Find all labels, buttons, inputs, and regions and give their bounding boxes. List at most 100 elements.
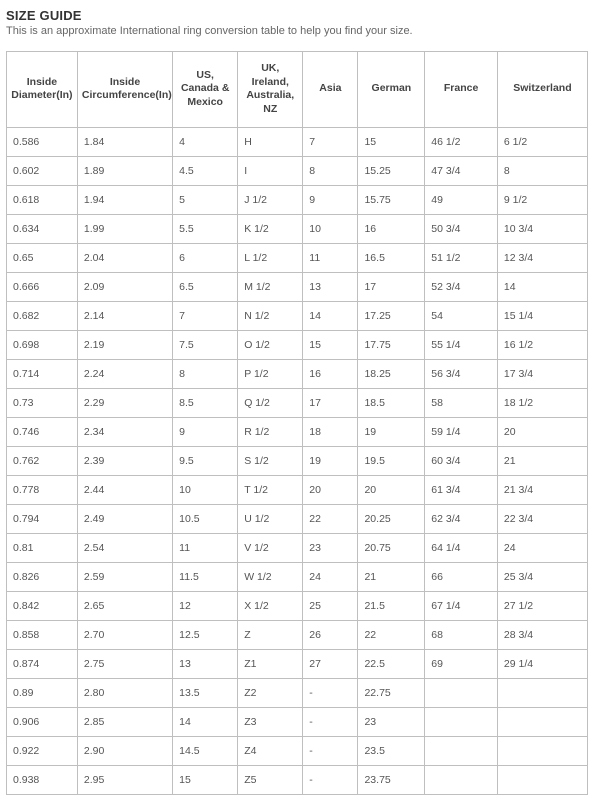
table-cell: 7	[173, 301, 238, 330]
table-cell: 9 1/2	[497, 185, 587, 214]
table-cell: 0.81	[7, 533, 78, 562]
table-cell: 64 1/4	[425, 533, 498, 562]
table-cell: Z1	[238, 649, 303, 678]
table-cell: 0.858	[7, 620, 78, 649]
table-cell: 4.5	[173, 156, 238, 185]
table-cell: 18.5	[358, 388, 425, 417]
table-cell: 24	[497, 533, 587, 562]
table-cell: 7.5	[173, 330, 238, 359]
table-cell: 51 1/2	[425, 243, 498, 272]
table-cell: W 1/2	[238, 562, 303, 591]
table-cell: 15.25	[358, 156, 425, 185]
table-cell: 2.34	[77, 417, 172, 446]
table-cell: T 1/2	[238, 475, 303, 504]
table-row: 0.6662.096.5M 1/2131752 3/414	[7, 272, 588, 301]
table-cell: U 1/2	[238, 504, 303, 533]
table-cell: -	[303, 707, 358, 736]
table-row: 0.8262.5911.5W 1/224216625 3/4	[7, 562, 588, 591]
table-cell: 0.746	[7, 417, 78, 446]
table-cell: 15	[173, 765, 238, 794]
table-cell: 19	[303, 446, 358, 475]
table-cell: 25	[303, 591, 358, 620]
table-cell: Z	[238, 620, 303, 649]
table-cell: 12 3/4	[497, 243, 587, 272]
table-cell: 18 1/2	[497, 388, 587, 417]
table-cell: 17.25	[358, 301, 425, 330]
table-cell: 23.5	[358, 736, 425, 765]
table-cell: 0.826	[7, 562, 78, 591]
table-cell: 21	[497, 446, 587, 475]
table-cell: 27 1/2	[497, 591, 587, 620]
table-cell: 15	[358, 127, 425, 156]
col-header: German	[358, 52, 425, 128]
table-cell: 16	[358, 214, 425, 243]
table-cell: 17.75	[358, 330, 425, 359]
table-cell: 2.14	[77, 301, 172, 330]
table-cell: 0.938	[7, 765, 78, 794]
table-cell: 1.84	[77, 127, 172, 156]
table-cell: 26	[303, 620, 358, 649]
table-cell: Z5	[238, 765, 303, 794]
table-cell: V 1/2	[238, 533, 303, 562]
table-cell: 1.89	[77, 156, 172, 185]
table-cell: 24	[303, 562, 358, 591]
table-cell: 0.922	[7, 736, 78, 765]
table-cell: 69	[425, 649, 498, 678]
table-cell: Z3	[238, 707, 303, 736]
table-cell: 23.75	[358, 765, 425, 794]
table-cell: 21.5	[358, 591, 425, 620]
table-cell: 4	[173, 127, 238, 156]
table-cell: -	[303, 736, 358, 765]
table-cell: 0.906	[7, 707, 78, 736]
table-cell: 59 1/4	[425, 417, 498, 446]
table-cell: 67 1/4	[425, 591, 498, 620]
table-cell: 1.99	[77, 214, 172, 243]
table-cell: R 1/2	[238, 417, 303, 446]
table-cell: 46 1/2	[425, 127, 498, 156]
table-cell: 2.90	[77, 736, 172, 765]
table-cell: 2.24	[77, 359, 172, 388]
table-cell: 0.714	[7, 359, 78, 388]
table-cell: 54	[425, 301, 498, 330]
table-cell: 8	[303, 156, 358, 185]
table-cell: 0.586	[7, 127, 78, 156]
table-cell: 29 1/4	[497, 649, 587, 678]
table-cell: 66	[425, 562, 498, 591]
table-row: 0.6341.995.5K 1/2101650 3/410 3/4	[7, 214, 588, 243]
table-cell: 8	[173, 359, 238, 388]
table-row: 0.8422.6512X 1/22521.567 1/427 1/2	[7, 591, 588, 620]
col-header: Inside Circumference(In)	[77, 52, 172, 128]
table-row: 0.7462.349R 1/2181959 1/420	[7, 417, 588, 446]
table-cell: I	[238, 156, 303, 185]
table-row: 0.6021.894.5I815.2547 3/48	[7, 156, 588, 185]
size-guide-table: Inside Diameter(In) Inside Circumference…	[6, 51, 588, 795]
table-body: 0.5861.844H71546 1/26 1/20.6021.894.5I81…	[7, 127, 588, 794]
table-cell: 12.5	[173, 620, 238, 649]
table-row: 0.5861.844H71546 1/26 1/2	[7, 127, 588, 156]
table-cell: 16.5	[358, 243, 425, 272]
table-cell	[425, 765, 498, 794]
table-cell: 14	[497, 272, 587, 301]
table-row: 0.812.5411V 1/22320.7564 1/424	[7, 533, 588, 562]
table-cell: 22	[303, 504, 358, 533]
table-cell: 21 3/4	[497, 475, 587, 504]
table-cell: 1.94	[77, 185, 172, 214]
table-cell: 9.5	[173, 446, 238, 475]
table-row: 0.7142.248P 1/21618.2556 3/417 3/4	[7, 359, 588, 388]
table-cell: 9	[303, 185, 358, 214]
table-cell: 15	[303, 330, 358, 359]
table-cell: Z2	[238, 678, 303, 707]
table-row: 0.9062.8514Z3-23	[7, 707, 588, 736]
table-cell: X 1/2	[238, 591, 303, 620]
table-cell: 18	[303, 417, 358, 446]
table-cell: 16 1/2	[497, 330, 587, 359]
table-cell: 68	[425, 620, 498, 649]
table-cell: 2.70	[77, 620, 172, 649]
col-header: US, Canada & Mexico	[173, 52, 238, 128]
table-row: 0.6181.945J 1/2915.75499 1/2	[7, 185, 588, 214]
table-cell: 11.5	[173, 562, 238, 591]
table-cell: 14.5	[173, 736, 238, 765]
table-cell: 20	[358, 475, 425, 504]
table-cell: 0.778	[7, 475, 78, 504]
table-cell	[497, 736, 587, 765]
